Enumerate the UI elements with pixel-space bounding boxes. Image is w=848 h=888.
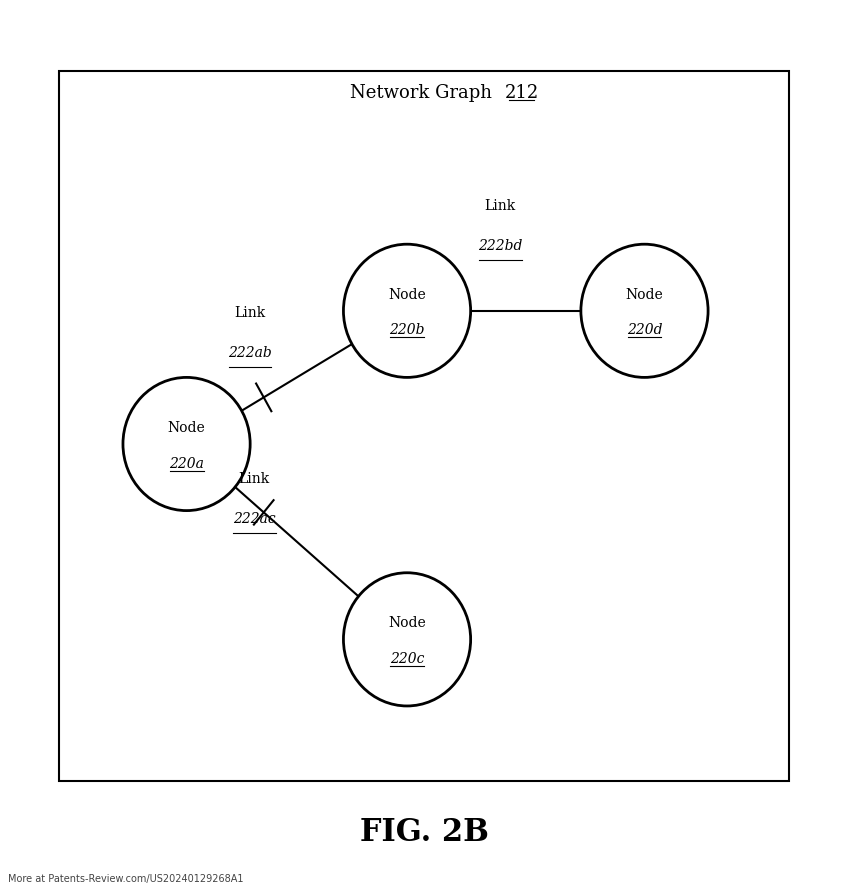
Text: More at Patents-Review.com/US20240129268A1: More at Patents-Review.com/US20240129268… <box>8 874 244 884</box>
Text: Node: Node <box>168 421 205 435</box>
Text: 220d: 220d <box>627 323 662 337</box>
Text: Link: Link <box>235 305 265 320</box>
Text: Node: Node <box>626 288 663 302</box>
Circle shape <box>343 244 471 377</box>
Text: Node: Node <box>388 288 426 302</box>
Text: Node: Node <box>388 616 426 630</box>
Text: Network Graph: Network Graph <box>350 84 498 102</box>
Circle shape <box>343 573 471 706</box>
Text: Link: Link <box>485 199 516 213</box>
Circle shape <box>581 244 708 377</box>
FancyBboxPatch shape <box>59 71 789 781</box>
Circle shape <box>123 377 250 511</box>
Text: Link: Link <box>239 472 270 486</box>
Text: 222ac: 222ac <box>233 511 276 526</box>
Text: 222ab: 222ab <box>228 345 272 360</box>
Text: 212: 212 <box>505 84 538 102</box>
Text: FIG. 2B: FIG. 2B <box>360 818 488 848</box>
Text: 220a: 220a <box>169 456 204 471</box>
Text: 220b: 220b <box>389 323 425 337</box>
Text: 220c: 220c <box>390 652 424 666</box>
Text: 222bd: 222bd <box>478 239 522 253</box>
